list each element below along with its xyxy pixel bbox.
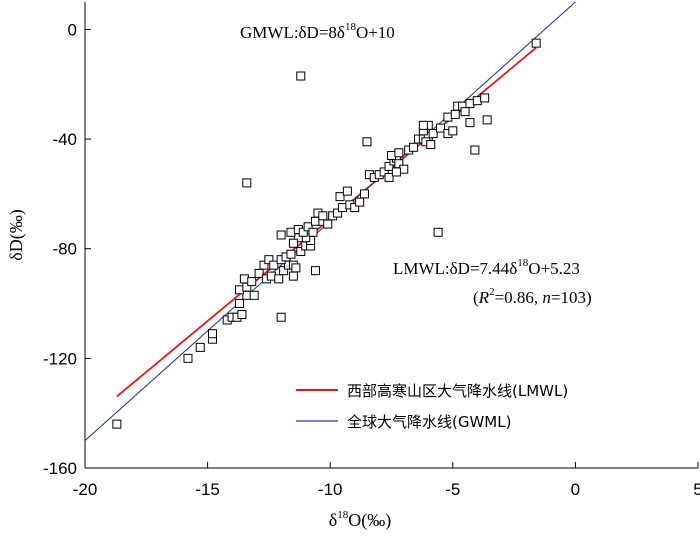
data-point	[288, 271, 298, 281]
lmwl-equation: LMWL:δD=7.44δ18O+5.23	[393, 257, 580, 278]
x-tick-label: -5	[445, 480, 460, 499]
legend-label-gwml: 全球大气降水线(GWML)	[347, 413, 511, 431]
data-point	[355, 197, 365, 207]
data-point	[470, 145, 480, 155]
data-point	[288, 238, 298, 248]
data-point	[286, 249, 296, 259]
y-tick-label: -40	[52, 130, 77, 149]
data-point	[337, 203, 347, 213]
y-tick-label: -120	[43, 349, 77, 368]
data-point	[428, 129, 438, 139]
data-point	[286, 227, 296, 237]
axis-ticks: -20 -15 -10 -5 0 5 -160 -120 -80 -40 0	[43, 20, 700, 499]
data-point	[387, 151, 396, 161]
data-point	[333, 208, 343, 218]
y-tick-label: -160	[43, 459, 77, 478]
data-point	[450, 109, 460, 119]
x-tick-label: -20	[73, 480, 98, 499]
data-point	[323, 219, 333, 229]
data-point	[208, 329, 218, 339]
plot-axes	[84, 2, 698, 469]
data-point	[247, 277, 257, 287]
x-tick-label: 5	[693, 480, 700, 499]
data-point	[480, 93, 490, 103]
data-point	[335, 192, 345, 202]
data-point	[112, 419, 122, 429]
x-tick-label: -15	[195, 480, 220, 499]
data-point	[249, 290, 259, 300]
data-point	[394, 148, 404, 158]
data-point	[409, 142, 419, 152]
data-point	[384, 161, 394, 171]
data-point	[448, 126, 458, 136]
data-point	[310, 266, 320, 276]
legend-label-lmwl: 西部高寒山区大气降水线(LMWL)	[347, 382, 568, 400]
data-point	[303, 222, 313, 232]
regression-lines	[85, 2, 577, 441]
data-point	[296, 246, 306, 256]
data-point	[183, 353, 193, 363]
data-point	[350, 203, 360, 213]
data-point	[291, 263, 301, 273]
data-point	[298, 227, 308, 237]
data-point	[242, 290, 252, 300]
data-point	[234, 299, 244, 309]
fit-statistics: (R2=0.86, n=103)	[473, 286, 592, 307]
data-point	[436, 123, 446, 133]
data-point	[269, 260, 279, 270]
x-tick-label: 0	[571, 480, 580, 499]
data-point	[308, 227, 318, 237]
data-point	[274, 274, 284, 284]
y-axis-title: δD(‰)	[6, 209, 27, 260]
data-point	[276, 230, 286, 240]
y-tick-label: 0	[68, 20, 77, 39]
y-tick-label: -80	[52, 240, 77, 259]
x-tick-label: -10	[318, 480, 343, 499]
data-point	[318, 211, 328, 221]
x-axis-title: δ18O(‰)	[329, 509, 391, 531]
data-point	[342, 186, 352, 196]
data-point	[460, 107, 470, 117]
data-point	[362, 137, 372, 147]
data-point	[482, 115, 492, 125]
legend: 西部高寒山区大气降水线(LMWL) 全球大气降水线(GWML)	[296, 382, 568, 431]
data-point	[279, 266, 289, 276]
data-point	[276, 312, 286, 322]
data-point	[433, 227, 443, 237]
data-point	[296, 71, 306, 81]
data-point	[426, 140, 436, 150]
data-point	[239, 274, 249, 284]
data-points	[112, 38, 541, 429]
data-point	[254, 268, 264, 278]
gwml-line	[85, 2, 577, 441]
data-point	[379, 167, 389, 177]
data-point	[310, 216, 320, 226]
data-point	[264, 255, 274, 265]
data-point	[237, 309, 247, 319]
data-point	[472, 96, 482, 106]
data-point	[465, 98, 475, 108]
data-point	[360, 189, 370, 199]
gmwl-equation: GMWL:δD=8δ18O+10	[240, 21, 395, 42]
data-point	[391, 167, 401, 177]
data-point	[443, 112, 453, 122]
data-point	[242, 178, 252, 188]
data-point	[384, 172, 394, 182]
data-point	[465, 118, 475, 128]
data-point	[531, 38, 541, 48]
data-point	[418, 120, 428, 130]
data-point	[195, 342, 205, 352]
data-point	[234, 285, 244, 295]
data-point	[399, 164, 409, 174]
data-point	[259, 260, 269, 270]
data-point	[266, 271, 276, 281]
